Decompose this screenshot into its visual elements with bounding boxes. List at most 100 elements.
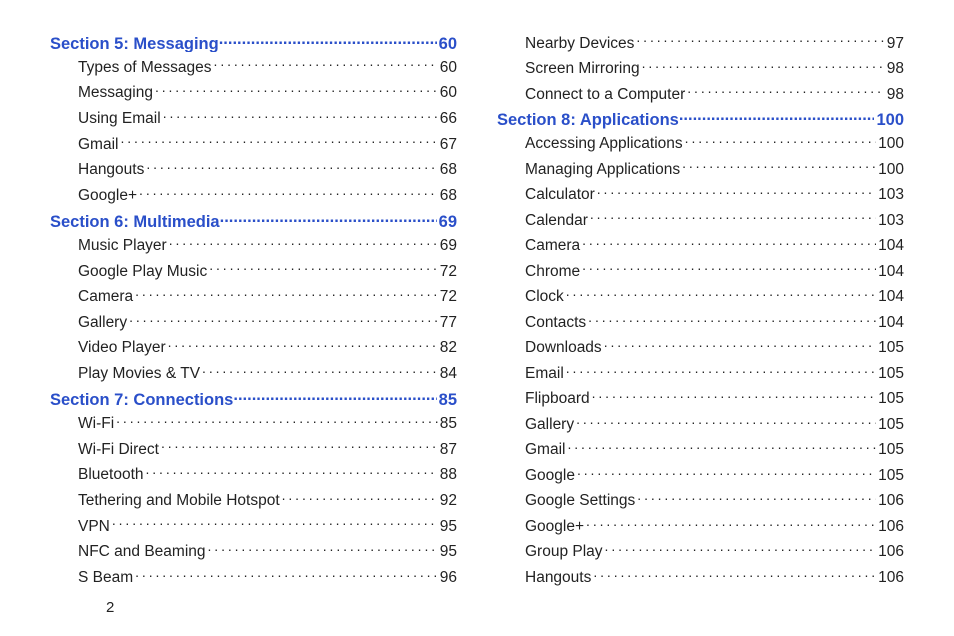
toc-leader-dots — [120, 133, 437, 149]
toc-item-label: Google Play Music — [78, 261, 209, 282]
toc-item[interactable]: Gallery105 — [497, 413, 904, 435]
toc-leader-dots — [566, 362, 876, 378]
toc-leader-dots — [679, 109, 875, 126]
toc-item[interactable]: Nearby Devices97 — [497, 32, 904, 54]
toc-item-label: Hangouts — [525, 567, 593, 588]
toc-page: 105 — [876, 439, 904, 460]
toc-section-label: Section 5: Messaging — [50, 35, 219, 53]
toc-page: 85 — [438, 413, 457, 434]
toc-page: 103 — [876, 210, 904, 231]
toc-item[interactable]: Google Settings 106 — [497, 490, 904, 512]
toc-item[interactable]: Chrome104 — [497, 260, 904, 282]
toc-leader-dots — [582, 260, 876, 276]
toc-item[interactable]: Downloads105 — [497, 337, 904, 359]
toc-item[interactable]: Connect to a Computer98 — [497, 83, 904, 105]
toc-page: 88 — [438, 464, 457, 485]
toc-page: 106 — [876, 490, 904, 511]
toc-item[interactable]: Gmail67 — [50, 133, 457, 155]
toc-item[interactable]: Google105 — [497, 464, 904, 486]
toc-leader-dots — [682, 158, 876, 174]
toc-leader-dots — [112, 515, 438, 531]
toc-item[interactable]: Music Player69 — [50, 234, 457, 256]
toc-item[interactable]: Types of Messages60 — [50, 56, 457, 78]
toc-section[interactable]: Section 7: Connections85 — [50, 388, 457, 408]
toc-item[interactable]: Gallery77 — [50, 311, 457, 333]
toc-section[interactable]: Section 6: Multimedia69 — [50, 210, 457, 230]
toc-page: 105 — [876, 363, 904, 384]
toc-item[interactable]: NFC and Beaming95 — [50, 541, 457, 563]
toc-item[interactable]: Messaging60 — [50, 82, 457, 104]
toc-page: 97 — [885, 33, 904, 54]
toc-item[interactable]: Hangouts68 — [50, 159, 457, 181]
toc-leader-dots — [582, 235, 876, 251]
toc-leader-dots — [135, 566, 438, 582]
toc-page: 84 — [438, 363, 457, 384]
toc-leader-dots — [567, 439, 876, 455]
toc-page: 105 — [876, 465, 904, 486]
toc-columns: Section 5: Messaging60Types of Messages6… — [50, 30, 904, 590]
toc-page: 98 — [885, 84, 904, 105]
toc-leader-dots — [161, 438, 438, 454]
toc-section-label: Section 8: Applications — [497, 111, 679, 129]
toc-page: 103 — [876, 184, 904, 205]
toc-item[interactable]: Google+106 — [497, 515, 904, 537]
toc-page: 66 — [438, 108, 457, 129]
toc-leader-dots — [597, 184, 876, 200]
toc-page: 98 — [885, 58, 904, 79]
toc-leader-dots — [163, 108, 438, 124]
toc-item-label: Gmail — [525, 439, 567, 460]
toc-item-label: Types of Messages — [78, 57, 214, 78]
toc-page: 67 — [438, 134, 457, 155]
toc-leader-dots — [129, 311, 438, 327]
toc-item[interactable]: S Beam96 — [50, 566, 457, 588]
toc-item[interactable]: Camera72 — [50, 286, 457, 308]
toc-item[interactable]: VPN95 — [50, 515, 457, 537]
toc-page: 105 — [876, 337, 904, 358]
toc-item[interactable]: Accessing Applications100 — [497, 133, 904, 155]
toc-item[interactable]: Using Email66 — [50, 108, 457, 130]
toc-item[interactable]: Contacts104 — [497, 311, 904, 333]
toc-page: 104 — [876, 261, 904, 282]
toc-item[interactable]: Camera104 — [497, 235, 904, 257]
toc-item[interactable]: Screen Mirroring98 — [497, 58, 904, 80]
toc-item-label: Google Settings — [525, 490, 637, 511]
page-number: 2 — [106, 599, 114, 616]
toc-item[interactable]: Calculator103 — [497, 184, 904, 206]
toc-col-left: Section 5: Messaging60Types of Messages6… — [50, 30, 457, 590]
toc-item-label: Email — [525, 363, 566, 384]
toc-leader-dots — [642, 58, 885, 74]
toc-item[interactable]: Gmail 105 — [497, 439, 904, 461]
toc-item[interactable]: Wi-Fi Direct87 — [50, 438, 457, 460]
toc-section[interactable]: Section 5: Messaging 60 — [50, 32, 457, 52]
toc-item[interactable]: Managing Applications100 — [497, 158, 904, 180]
toc-item[interactable]: Calendar103 — [497, 209, 904, 231]
toc-item[interactable]: Flipboard105 — [497, 388, 904, 410]
toc-item-label: Bluetooth — [78, 464, 146, 485]
toc-item[interactable]: Hangouts106 — [497, 566, 904, 588]
toc-item[interactable]: Wi-Fi85 — [50, 412, 457, 434]
toc-leader-dots — [219, 32, 437, 49]
toc-page: 87 — [438, 439, 457, 460]
toc-section[interactable]: Section 8: Applications 100 — [497, 109, 904, 129]
toc-item[interactable]: Bluetooth 88 — [50, 464, 457, 486]
toc-leader-dots — [116, 412, 438, 428]
toc-item[interactable]: Clock104 — [497, 286, 904, 308]
toc-leader-dots — [208, 541, 438, 557]
toc-item[interactable]: Google+68 — [50, 184, 457, 206]
toc-page: 72 — [438, 286, 457, 307]
toc-item[interactable]: Tethering and Mobile Hotspot92 — [50, 489, 457, 511]
toc-item[interactable]: Play Movies & TV84 — [50, 363, 457, 385]
toc-item-label: Gallery — [78, 312, 129, 333]
toc-page: 60 — [437, 35, 457, 53]
toc-item[interactable]: Group Play106 — [497, 541, 904, 563]
toc-item[interactable]: Email 105 — [497, 362, 904, 384]
toc-page: 100 — [874, 111, 904, 129]
toc-leader-dots — [604, 337, 876, 353]
toc-leader-dots — [139, 184, 438, 200]
toc-page: 104 — [876, 312, 904, 333]
toc-page: 68 — [438, 159, 457, 180]
toc-item[interactable]: Google Play Music72 — [50, 260, 457, 282]
toc-item-label: Accessing Applications — [525, 133, 685, 154]
toc-item-label: Group Play — [525, 541, 605, 562]
toc-item[interactable]: Video Player82 — [50, 337, 457, 359]
